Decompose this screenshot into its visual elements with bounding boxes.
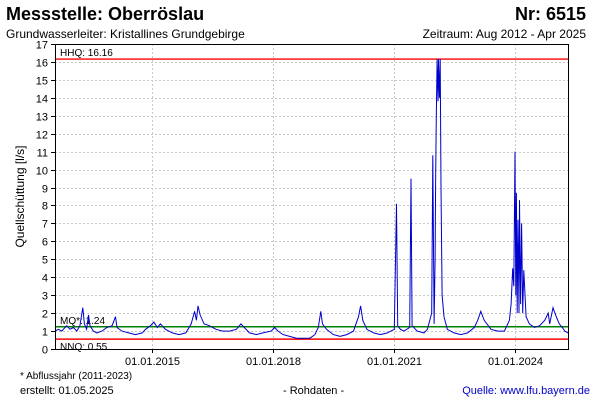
reference-label: HHQ: 16.16 [60, 48, 113, 59]
y-tick-label: 9 [42, 184, 48, 196]
footnote: * Abflussjahr (2011-2023) [20, 371, 133, 382]
source-link[interactable]: Quelle: www.lfu.bayern.de [462, 385, 590, 397]
y-tick-label: 1 [42, 327, 48, 339]
plot-frame [55, 44, 569, 350]
y-tick-label: 15 [36, 76, 48, 88]
y-tick-label: 13 [36, 112, 48, 124]
rawdata-label: - Rohdaten - [283, 385, 345, 397]
reference-label: NNQ: 0.55 [60, 342, 108, 353]
plot-area [55, 44, 568, 349]
station-number: Nr: 6515 [514, 4, 586, 24]
y-tick-label: 0 [42, 345, 48, 357]
x-tick-label: 01.01.2015 [125, 356, 180, 368]
y-tick-label: 11 [37, 148, 48, 160]
y-tick-label: 10 [36, 166, 48, 178]
y-tick-label: 3 [42, 291, 48, 303]
x-tick-label: 01.01.2018 [246, 356, 301, 368]
y-tick-label: 5 [42, 255, 48, 267]
y-tick-label: 16 [36, 58, 48, 70]
y-tick-label: 8 [42, 201, 48, 213]
y-tick-label: 14 [36, 94, 48, 106]
y-tick-label: 12 [36, 130, 48, 142]
page-title: Messstelle: Oberröslau [6, 4, 205, 24]
x-tick-label: 01.01.2024 [488, 356, 543, 368]
period-label: Zeitraum: Aug 2012 - Apr 2025 [422, 27, 586, 41]
created-date: erstellt: 01.05.2025 [20, 385, 114, 397]
y-tick-label: 6 [42, 237, 48, 249]
reference-lines: HHQ: 16.16 MQ*: 1.24 NNQ: 0.55 [55, 48, 568, 353]
y-tick-label: 7 [42, 219, 48, 231]
y-axis-label: Quellschüttung [l/s] [13, 145, 27, 247]
series-line [54, 59, 569, 339]
reference-label: MQ*: 1.24 [60, 316, 105, 327]
y-tick-label: 17 [36, 40, 48, 52]
y-tick-label: 2 [42, 309, 48, 321]
y-tick-label: 4 [42, 273, 48, 285]
grid-lines [55, 44, 568, 349]
aquifer-label: Grundwasserleiter: Kristallines Grundgeb… [6, 27, 245, 41]
x-tick-label: 01.01.2021 [367, 356, 422, 368]
x-axis-ticks: 01.01.2015 01.01.2018 01.01.2021 01.01.2024 [125, 349, 543, 368]
